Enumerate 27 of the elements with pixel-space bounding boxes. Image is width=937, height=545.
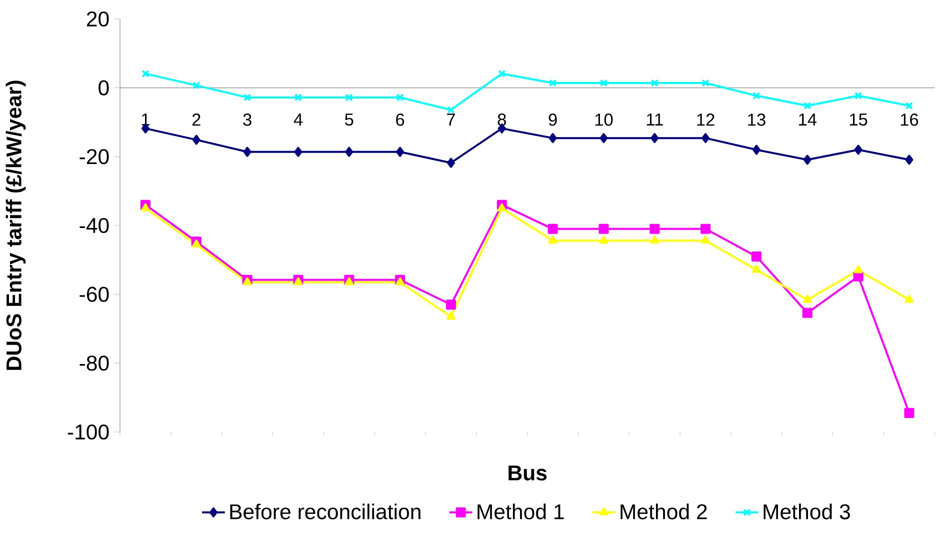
y-tick-label: -80 [80, 356, 109, 371]
x-tick-label: 4 [294, 114, 303, 126]
y-tick-label: -20 [80, 149, 109, 164]
x-tick-label: 9 [548, 114, 557, 126]
x-tick-label: 6 [396, 114, 404, 126]
legend-label: Method 3 [764, 504, 850, 520]
y-tick-label: -40 [80, 218, 109, 234]
x-tick-label: 15 [850, 114, 868, 126]
x-tick-label: 5 [345, 114, 354, 126]
x-tick-label: 16 [900, 114, 918, 126]
y-axis-title: DUoS Entry tariff (£/kW/year) [6, 80, 26, 370]
x-tick-label: 7 [447, 114, 455, 126]
legend-label: Before reconciliation [230, 504, 420, 520]
x-tick-label: 2 [192, 114, 200, 126]
x-axis-title: Bus [508, 466, 547, 480]
x-tick-label: 13 [748, 114, 766, 126]
y-tick-label: 20 [86, 11, 109, 27]
x-tick-label: 11 [646, 114, 663, 126]
y-tick-label: -60 [80, 286, 109, 302]
x-tick-label: 14 [799, 114, 817, 126]
x-tick-label: 10 [595, 114, 613, 126]
legend-label: Method 1 [478, 504, 564, 520]
x-tick-label: 12 [697, 114, 714, 126]
y-tick-label: -100 [68, 424, 109, 440]
legend-label: Method 2 [620, 504, 707, 520]
y-tick-label: 0 [98, 80, 109, 96]
x-tick-label: 3 [243, 114, 252, 126]
